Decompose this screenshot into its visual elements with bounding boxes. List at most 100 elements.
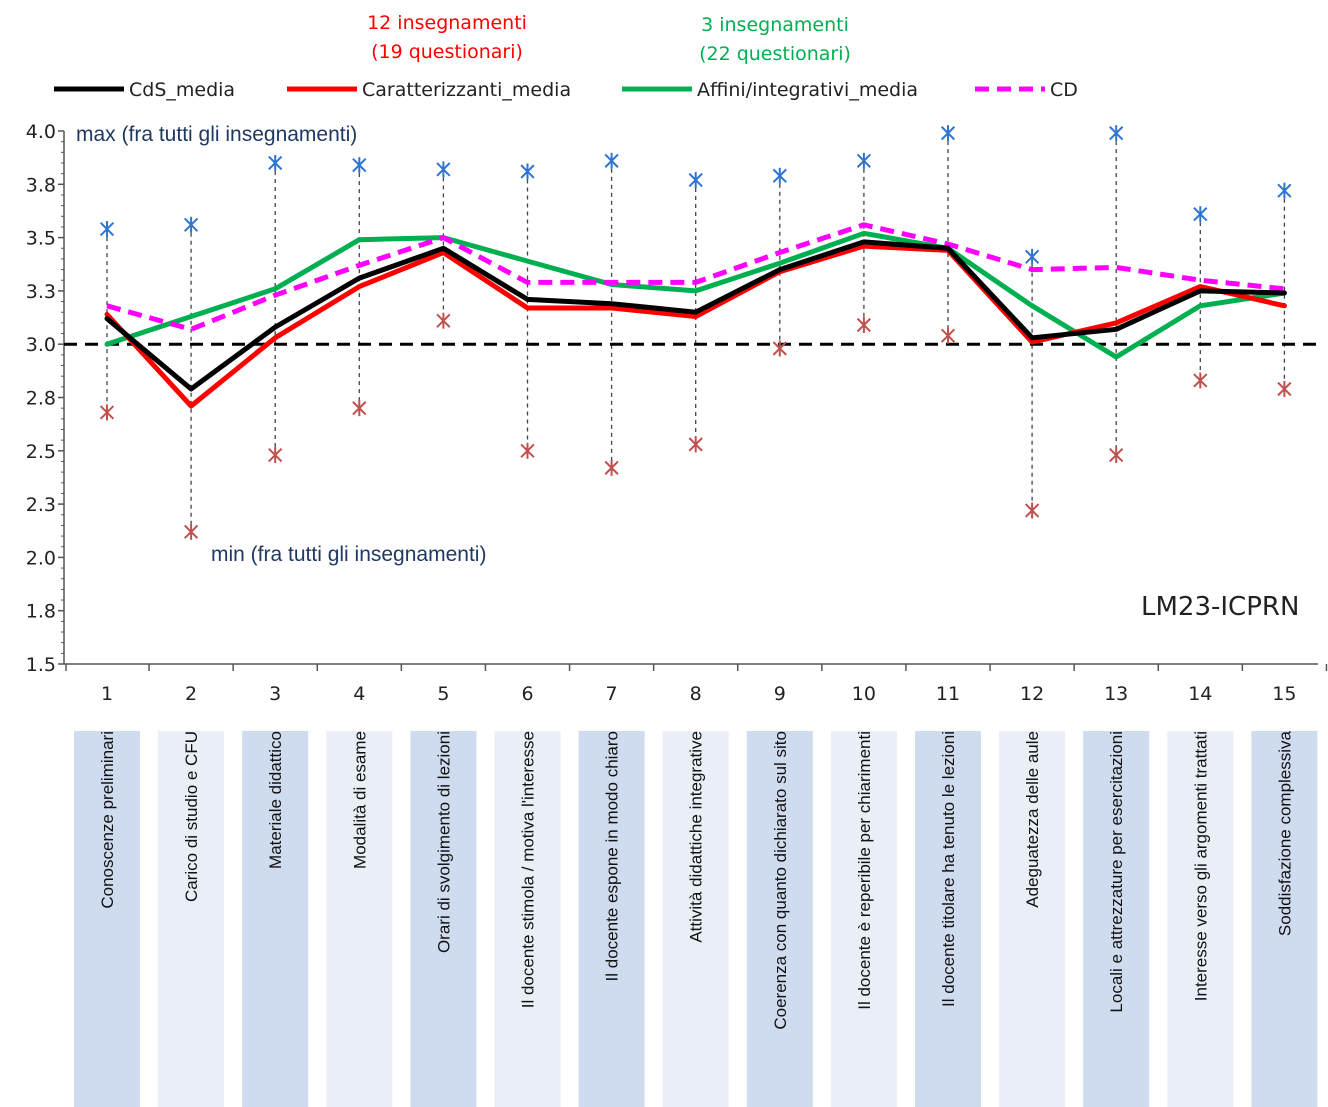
category-label: Soddisfazione complessiva xyxy=(1275,730,1294,936)
category-label: Il docente stimola / motiva l'interesse xyxy=(519,731,538,1008)
x-tick-label: 13 xyxy=(1104,683,1128,705)
min-marker xyxy=(688,436,703,453)
min-marker xyxy=(1193,372,1208,389)
x-tick-label: 15 xyxy=(1272,683,1296,705)
series-line-cd xyxy=(106,222,1285,332)
min-marker xyxy=(1109,447,1124,464)
category-box xyxy=(1083,731,1150,1107)
max-marker xyxy=(1024,248,1040,265)
category-box xyxy=(158,731,225,1107)
max-marker xyxy=(604,152,619,169)
category-box xyxy=(830,731,897,1107)
y-tick-label: 2.3 xyxy=(26,494,56,516)
max-marker xyxy=(856,152,872,169)
y-tick-label: 3.0 xyxy=(26,334,56,356)
max-marker xyxy=(183,216,199,233)
category-label: Attività didattiche integrative xyxy=(687,731,706,943)
x-tick-label: 14 xyxy=(1188,683,1212,705)
y-tick-label: 3.5 xyxy=(26,228,56,250)
max-marker xyxy=(520,163,535,180)
category-box xyxy=(662,731,729,1107)
y-tick-label: 3.3 xyxy=(26,281,56,303)
min-marker xyxy=(268,447,283,464)
series-line-affini-integrativi-media xyxy=(104,230,1287,360)
x-tick-label: 3 xyxy=(269,683,281,705)
category-label: Carico di studio e CFU xyxy=(182,731,201,902)
x-tick-label: 5 xyxy=(437,683,449,705)
category-box xyxy=(74,731,140,1107)
min-marker xyxy=(520,442,535,459)
x-tick-label: 8 xyxy=(690,683,702,705)
category-label: Il docente espone in modo chiaro xyxy=(603,731,622,981)
x-tick-label: 11 xyxy=(936,683,960,705)
header-green-line2: (22 questionari) xyxy=(699,43,851,65)
max-marker xyxy=(99,221,115,238)
chart-code: LM23-ICPRN xyxy=(1141,592,1299,622)
header-red-line1: 12 insegnamenti xyxy=(367,12,527,34)
category-boxes: Conoscenze preliminari Carico di studio e… xyxy=(74,730,1318,1107)
min-marker xyxy=(1024,502,1040,519)
category-box xyxy=(915,731,981,1107)
series-line-cds-media xyxy=(104,239,1287,392)
header-green-line1: 3 insegnamenti xyxy=(701,14,849,36)
y-tick-label: 2.5 xyxy=(26,441,56,463)
min-annotation: min (fra tutti gli insegnamenti) xyxy=(211,543,486,566)
x-tick-label: 4 xyxy=(353,683,365,705)
category-box xyxy=(746,731,813,1107)
max-marker xyxy=(1277,182,1292,199)
y-tick-label: 2.0 xyxy=(26,547,56,569)
category-label: Coerenza con quanto dichiarato sul sito xyxy=(771,731,790,1030)
y-tick-label: 1.5 xyxy=(26,654,56,676)
x-tick-label: 6 xyxy=(521,683,533,705)
min-marker xyxy=(604,459,619,476)
category-box xyxy=(242,731,309,1107)
legend-label-cds: CdS_media xyxy=(129,79,235,101)
category-box xyxy=(326,731,393,1107)
max-marker xyxy=(1109,125,1124,142)
category-label: Locali e attrezzature per esercitazioni xyxy=(1107,731,1126,1013)
y-tick-label: 3.8 xyxy=(26,174,56,196)
x-axis: 1 2 3 4 5 6 7 8 9 10 11 12 13 14 15 xyxy=(64,663,1328,705)
category-box xyxy=(494,731,561,1107)
series-lines xyxy=(104,222,1287,409)
category-box xyxy=(1167,731,1234,1107)
x-tick-label: 9 xyxy=(774,683,786,705)
y-tick-label: 4.0 xyxy=(26,121,56,143)
legend-label-affini: Affini/integrativi_media xyxy=(697,79,918,101)
series-line-caratterizzanti-media xyxy=(104,243,1287,409)
category-label: Modalità di esame xyxy=(350,731,369,869)
max-marker xyxy=(436,161,451,178)
y-tick-label: 2.8 xyxy=(26,388,56,410)
category-label: Conoscenze preliminari xyxy=(98,731,117,909)
min-max-markers xyxy=(99,125,1292,540)
category-box xyxy=(1251,731,1318,1107)
y-tick-label: 1.8 xyxy=(26,601,56,623)
max-marker xyxy=(352,157,367,174)
category-box xyxy=(999,731,1066,1107)
category-label: Interesse verso gli argomenti trattati xyxy=(1191,731,1210,1001)
max-marker xyxy=(772,167,787,184)
min-marker xyxy=(940,327,956,344)
category-label: Orari di svolgimento di lezioni xyxy=(434,731,453,953)
x-tick-label: 2 xyxy=(185,683,197,705)
min-marker xyxy=(436,312,451,329)
category-label: Materiale didattico xyxy=(266,731,285,869)
max-annotation: max (fra tutti gli insegnamenti) xyxy=(76,123,357,146)
max-marker xyxy=(268,154,283,171)
min-marker xyxy=(856,317,872,334)
max-marker xyxy=(1193,206,1208,223)
min-marker xyxy=(772,340,787,357)
category-box xyxy=(410,731,477,1107)
min-marker xyxy=(352,400,367,417)
x-tick-label: 10 xyxy=(852,683,876,705)
header-red-line2: (19 questionari) xyxy=(371,41,523,63)
category-box xyxy=(578,731,645,1107)
x-tick-label: 12 xyxy=(1020,683,1044,705)
legend-label-caratterizzanti: Caratterizzanti_media xyxy=(362,79,571,101)
y-axis: 1.5 1.8 2.0 2.3 2.5 2.8 3.0 3.3 3.5 3.8 4.0 xyxy=(26,121,65,676)
x-tick-label: 7 xyxy=(606,683,618,705)
x-tick-label: 1 xyxy=(101,683,113,705)
min-marker xyxy=(99,404,115,421)
legend-label-cd: CD xyxy=(1050,79,1078,101)
